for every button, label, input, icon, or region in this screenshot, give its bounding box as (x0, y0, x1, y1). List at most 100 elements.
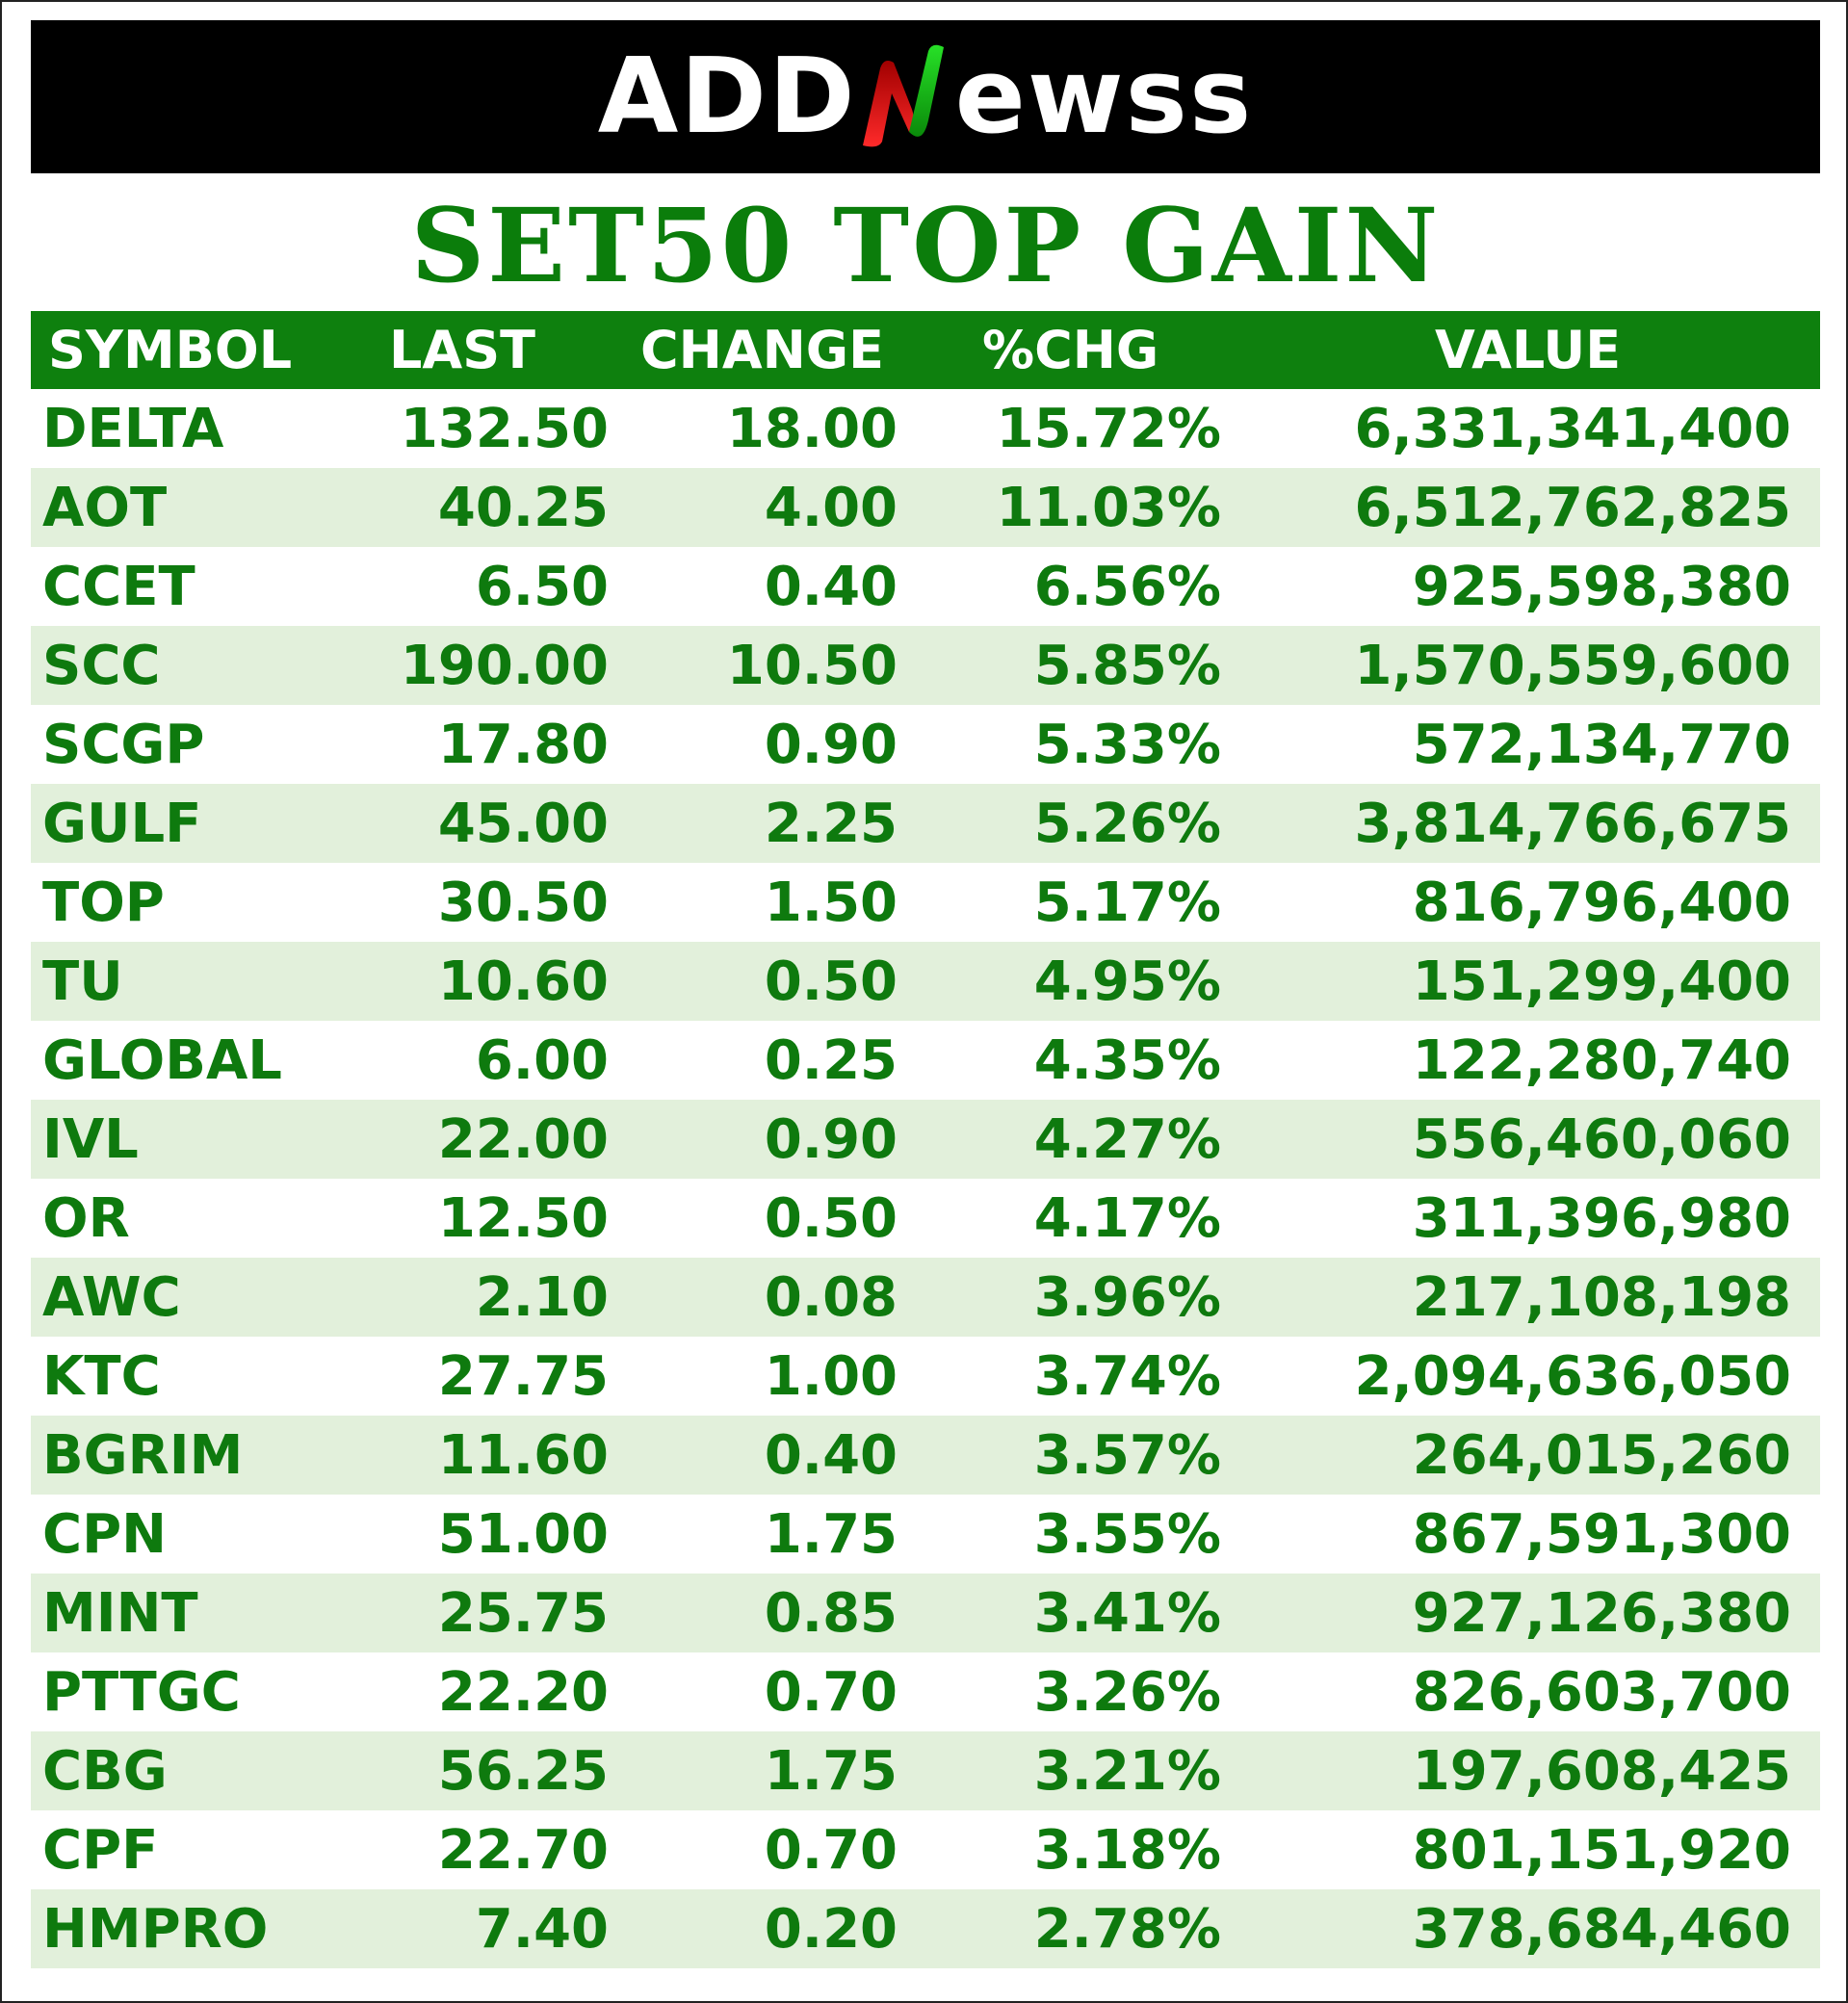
table-row: GLOBAL 6.00 0.25 4.35% 122,280,740 (31, 1021, 1820, 1100)
cell-symbol: IVL (42, 1107, 139, 1171)
cell-symbol: KTC (42, 1344, 161, 1408)
cell-change: 0.40 (764, 555, 898, 618)
cell-pct-change: 3.96% (1033, 1265, 1221, 1329)
cell-last: 30.50 (437, 871, 609, 934)
cell-last: 190.00 (400, 634, 609, 697)
cell-symbol: SCC (42, 634, 161, 697)
cell-value: 927,126,380 (1412, 1581, 1791, 1645)
cell-value: 1,570,559,600 (1354, 634, 1791, 697)
cell-last: 132.50 (400, 397, 609, 460)
header-symbol: SYMBOL (48, 320, 293, 380)
cell-pct-change: 4.27% (1033, 1107, 1221, 1171)
cell-pct-change: 11.03% (996, 476, 1221, 539)
cell-symbol: GULF (42, 792, 202, 855)
table-row: CPN 51.00 1.75 3.55% 867,591,300 (31, 1495, 1820, 1574)
cell-last: 12.50 (437, 1186, 609, 1250)
cell-value: 801,151,920 (1412, 1818, 1791, 1882)
cell-value: 572,134,770 (1412, 713, 1791, 776)
table-row: HMPRO 7.40 0.20 2.78% 378,684,460 (31, 1889, 1820, 1968)
table-header-row: SYMBOL LAST CHANGE %CHG VALUE (31, 311, 1820, 389)
table-row: CBG 56.25 1.75 3.21% 197,608,425 (31, 1731, 1820, 1810)
cell-change: 0.50 (764, 1186, 898, 1250)
cell-pct-change: 3.18% (1033, 1818, 1221, 1882)
header-value: VALUE (1435, 320, 1622, 380)
gainers-table: SYMBOL LAST CHANGE %CHG VALUE DELTA 132.5… (31, 311, 1820, 1968)
table-row: AWC 2.10 0.08 3.96% 217,108,198 (31, 1258, 1820, 1337)
cell-symbol: MINT (42, 1581, 198, 1645)
cell-value: 826,603,700 (1412, 1660, 1791, 1724)
cell-symbol: CPF (42, 1818, 159, 1882)
table-body: DELTA 132.50 18.00 15.72% 6,331,341,400 AOT 40… (31, 389, 1820, 1968)
table-row: CCET 6.50 0.40 6.56% 925,598,380 (31, 547, 1820, 626)
cell-symbol: PTTGC (42, 1660, 241, 1724)
cell-change: 0.25 (764, 1028, 898, 1092)
cell-symbol: TOP (42, 871, 165, 934)
cell-symbol: AOT (42, 476, 168, 539)
table-row: TOP 30.50 1.50 5.17% 816,796,400 (31, 863, 1820, 942)
cell-change: 4.00 (764, 476, 898, 539)
logo-text-left: ADD (597, 36, 857, 157)
cell-change: 0.90 (764, 1107, 898, 1171)
cell-pct-change: 3.55% (1033, 1502, 1221, 1566)
table-row: TU 10.60 0.50 4.95% 151,299,400 (31, 942, 1820, 1021)
cell-pct-change: 5.85% (1033, 634, 1221, 697)
cell-last: 6.00 (475, 1028, 609, 1092)
table-row: SCGP 17.80 0.90 5.33% 572,134,770 (31, 705, 1820, 784)
table-row: BGRIM 11.60 0.40 3.57% 264,015,260 (31, 1416, 1820, 1495)
cell-value: 122,280,740 (1412, 1028, 1791, 1092)
cell-change: 10.50 (726, 634, 898, 697)
cell-change: 0.08 (764, 1265, 898, 1329)
cell-change: 1.75 (764, 1502, 898, 1566)
table-row: DELTA 132.50 18.00 15.72% 6,331,341,400 (31, 389, 1820, 468)
cell-value: 3,814,766,675 (1354, 792, 1791, 855)
table-row: GULF 45.00 2.25 5.26% 3,814,766,675 (31, 784, 1820, 863)
table-row: MINT 25.75 0.85 3.41% 927,126,380 (31, 1574, 1820, 1652)
cell-symbol: DELTA (42, 397, 224, 460)
cell-last: 51.00 (437, 1502, 609, 1566)
cell-last: 22.00 (437, 1107, 609, 1171)
cell-change: 1.75 (764, 1739, 898, 1803)
cell-value: 197,608,425 (1412, 1739, 1791, 1803)
header-change: CHANGE (640, 320, 885, 380)
cell-symbol: BGRIM (42, 1423, 244, 1487)
cell-last: 22.20 (437, 1660, 609, 1724)
header-pct-change: %CHG (982, 320, 1159, 380)
cell-change: 2.25 (764, 792, 898, 855)
cell-value: 925,598,380 (1412, 555, 1791, 618)
cell-symbol: SCGP (42, 713, 205, 776)
cell-last: 11.60 (437, 1423, 609, 1487)
cell-last: 56.25 (437, 1739, 609, 1803)
cell-symbol: CBG (42, 1739, 168, 1803)
cell-change: 0.90 (764, 713, 898, 776)
cell-change: 0.40 (764, 1423, 898, 1487)
cell-pct-change: 5.26% (1033, 792, 1221, 855)
cell-last: 6.50 (475, 555, 609, 618)
cell-pct-change: 3.26% (1033, 1660, 1221, 1724)
cell-last: 22.70 (437, 1818, 609, 1882)
cell-value: 6,331,341,400 (1354, 397, 1791, 460)
cell-pct-change: 4.35% (1033, 1028, 1221, 1092)
cell-change: 0.20 (764, 1897, 898, 1961)
cell-pct-change: 3.21% (1033, 1739, 1221, 1803)
cell-value: 867,591,300 (1412, 1502, 1791, 1566)
cell-change: 0.70 (764, 1660, 898, 1724)
cell-pct-change: 6.56% (1033, 555, 1221, 618)
cell-symbol: OR (42, 1186, 130, 1250)
cell-value: 556,460,060 (1412, 1107, 1791, 1171)
cell-value: 378,684,460 (1412, 1897, 1791, 1961)
cell-symbol: HMPRO (42, 1897, 269, 1961)
cell-value: 2,094,636,050 (1354, 1344, 1791, 1408)
cell-symbol: CCET (42, 555, 195, 618)
cell-pct-change: 3.41% (1033, 1581, 1221, 1645)
cell-change: 18.00 (726, 397, 898, 460)
cell-pct-change: 5.17% (1033, 871, 1221, 934)
cell-pct-change: 15.72% (996, 397, 1221, 460)
cell-change: 1.50 (764, 871, 898, 934)
cell-last: 40.25 (437, 476, 609, 539)
cell-change: 0.85 (764, 1581, 898, 1645)
cell-pct-change: 3.57% (1033, 1423, 1221, 1487)
cell-pct-change: 3.74% (1033, 1344, 1221, 1408)
table-row: AOT 40.25 4.00 11.03% 6,512,762,825 (31, 468, 1820, 547)
table-row: PTTGC 22.20 0.70 3.26% 826,603,700 (31, 1652, 1820, 1731)
